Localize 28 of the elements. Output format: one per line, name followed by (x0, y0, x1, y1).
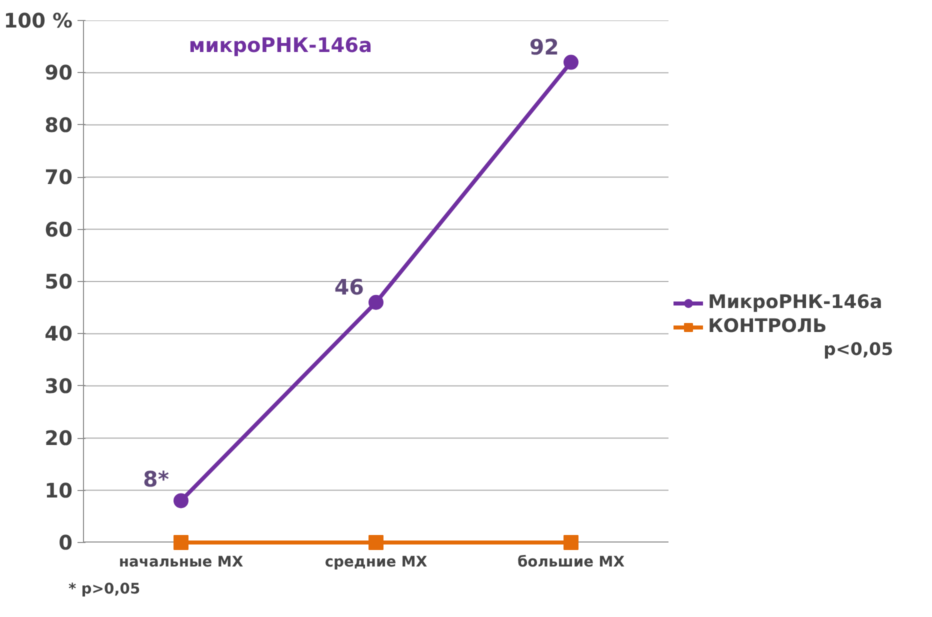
text: * p>0,05 (68, 580, 140, 598)
y-tick-label: 70 (44, 165, 73, 190)
point (174, 493, 188, 508)
y-tick-label: 80 (44, 112, 73, 137)
x-tick-label: большие МХ (517, 554, 625, 570)
point (368, 294, 384, 310)
text: p<0,05 (824, 340, 894, 360)
data-label: 46 (334, 275, 364, 300)
y-tick-label: 40 (44, 322, 73, 346)
data-label: 92 (529, 35, 560, 60)
y-tick-label: 100 % (4, 8, 72, 32)
y-tick-label: 90 (44, 60, 73, 85)
y-tick-label: 30 (44, 374, 73, 398)
point (174, 535, 188, 550)
y-tick-label: 20 (44, 426, 73, 450)
text: микроРНК-146а (188, 33, 372, 58)
data-label: 8* (143, 468, 170, 493)
x-tick-label: средние МХ (324, 554, 428, 570)
legend-label: КОНТРОЛЬ (708, 316, 827, 337)
y-tick-label: 60 (44, 217, 73, 242)
y-tick-label: 10 (44, 478, 73, 502)
y-tick-label: 0 (58, 530, 73, 554)
legend-label: МикроРНК-146а (708, 292, 882, 313)
point (368, 535, 384, 550)
point (564, 535, 578, 550)
point (564, 54, 578, 70)
y-tick-label: 50 (44, 270, 73, 294)
x-tick-label: начальные МХ (118, 554, 244, 570)
